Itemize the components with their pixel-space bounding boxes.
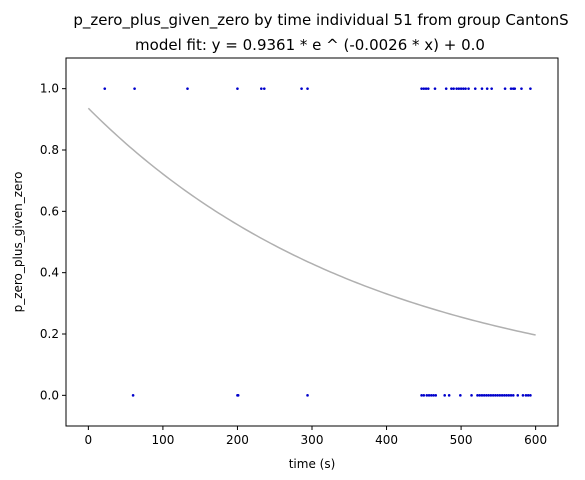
data-point (459, 87, 463, 90)
x-tick-label: 400 (375, 433, 398, 447)
data-point (433, 87, 437, 90)
y-tick-label: 0.6 (40, 204, 59, 218)
x-axis-ticks: 0 100 200 300 400 500 600 (85, 426, 547, 447)
data-point (494, 394, 497, 397)
data-point (526, 394, 530, 397)
data-point (131, 394, 135, 397)
x-tick-label: 600 (524, 433, 547, 447)
data-point (236, 87, 239, 90)
data-point (503, 394, 506, 397)
data-point (503, 87, 507, 90)
data-point (529, 394, 532, 397)
data-point (505, 394, 508, 397)
x-tick-label: 300 (301, 433, 324, 447)
data-point (476, 394, 479, 397)
data-point (300, 87, 303, 90)
data-point (516, 394, 520, 397)
data-point (473, 87, 477, 90)
data-point (524, 394, 528, 397)
data-point (425, 394, 429, 397)
data-point (520, 87, 523, 90)
data-point (507, 394, 511, 397)
chart-subtitle: model fit: y = 0.9361 * e ^ (-0.0026 * x… (135, 36, 485, 54)
data-point (422, 394, 426, 397)
data-point (490, 87, 493, 90)
data-point (470, 394, 473, 397)
data-point (420, 394, 423, 397)
x-tick-label: 500 (450, 433, 473, 447)
data-point (444, 87, 448, 90)
data-points-layer (103, 87, 532, 397)
data-point (306, 87, 309, 90)
y-tick-label: 1.0 (40, 82, 59, 96)
data-point (260, 87, 263, 90)
data-point (427, 394, 431, 397)
data-point (464, 87, 467, 90)
data-point (498, 394, 502, 397)
chart-title: p_zero_plus_given_zero by time individua… (73, 11, 568, 30)
data-point (422, 87, 426, 90)
data-point (489, 394, 493, 397)
y-axis-label: p_zero_plus_given_zero (11, 172, 25, 313)
data-point (459, 394, 462, 397)
data-point (480, 394, 484, 397)
data-point (521, 394, 525, 397)
data-point (262, 87, 266, 90)
data-point (306, 394, 309, 397)
data-point (511, 394, 515, 397)
data-point (236, 394, 240, 397)
data-point (500, 394, 504, 397)
y-tick-label: 0.0 (40, 388, 59, 402)
data-point (487, 394, 490, 397)
x-tick-label: 100 (151, 433, 174, 447)
fit-curve-layer (87, 107, 536, 336)
fit-curve (87, 107, 536, 336)
data-point (478, 394, 482, 397)
data-point (432, 394, 435, 397)
x-axis-label: time (s) (289, 457, 336, 471)
y-tick-label: 0.2 (40, 327, 59, 341)
data-point (455, 87, 458, 90)
data-point (450, 87, 453, 90)
data-point (426, 87, 430, 90)
data-point (457, 87, 461, 90)
y-tick-label: 0.4 (40, 266, 59, 280)
data-point (496, 394, 499, 397)
data-point (452, 87, 455, 90)
data-point (424, 87, 428, 90)
data-point (509, 394, 513, 397)
data-point (467, 87, 470, 90)
y-tick-label: 0.8 (40, 143, 59, 157)
y-axis-ticks: 0.0 0.2 0.4 0.6 0.8 1.0 (40, 82, 66, 402)
data-point (133, 87, 136, 90)
data-point (509, 87, 513, 90)
x-tick-label: 0 (85, 433, 93, 447)
data-point (103, 87, 107, 90)
data-point (485, 87, 489, 90)
data-point (485, 394, 488, 397)
data-point (429, 394, 433, 397)
data-point (186, 87, 189, 90)
data-point (462, 87, 465, 90)
data-point (513, 87, 517, 90)
data-point (434, 394, 438, 397)
data-point (447, 394, 451, 397)
data-point (443, 394, 446, 397)
data-point (420, 87, 423, 90)
data-point (482, 394, 486, 397)
x-tick-label: 200 (226, 433, 249, 447)
data-point (480, 87, 484, 90)
data-point (529, 87, 532, 90)
data-point (491, 394, 495, 397)
plot-area (65, 57, 559, 427)
